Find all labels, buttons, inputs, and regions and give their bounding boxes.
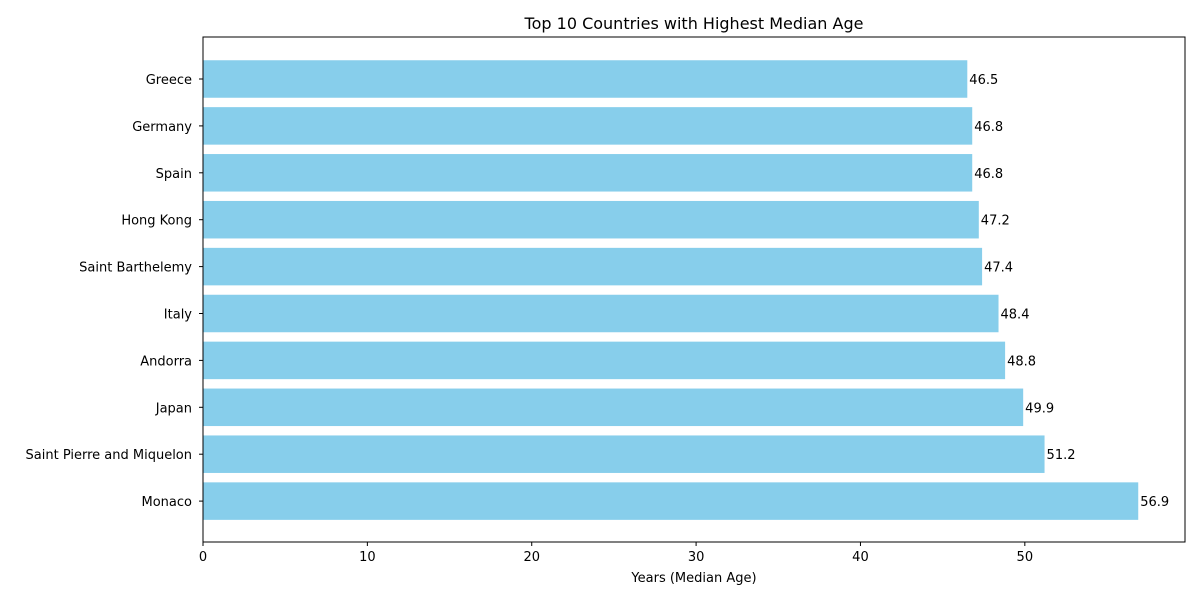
- x-axis-title: Years (Median Age): [630, 571, 756, 586]
- x-tick-label: 20: [523, 550, 540, 565]
- bar: [203, 294, 999, 333]
- category-label: Spain: [156, 167, 192, 182]
- bar: [203, 435, 1045, 473]
- category-label: Italy: [164, 308, 193, 323]
- data-label: 47.4: [984, 261, 1013, 276]
- bar: [203, 482, 1139, 520]
- category-label: Japan: [155, 401, 192, 416]
- category-label: Greece: [146, 73, 192, 88]
- data-label: 47.2: [981, 214, 1010, 229]
- data-label: 49.9: [1025, 401, 1054, 416]
- bar: [203, 388, 1024, 427]
- bar: [203, 107, 973, 145]
- x-axis-ticks: 0 10 20 30 40 50: [199, 542, 1033, 565]
- data-label: 48.4: [1001, 308, 1030, 323]
- chart-title: Top 10 Countries with Highest Median Age: [524, 14, 864, 33]
- category-label: Saint Pierre and Miquelon: [26, 448, 192, 463]
- category-labels: Greece Germany Spain Hong Kong Saint Barthel…: [26, 73, 203, 510]
- category-label: Monaco: [142, 495, 193, 510]
- data-label: 56.9: [1140, 495, 1169, 510]
- x-tick-label: 30: [688, 550, 705, 565]
- data-label: 46.8: [974, 120, 1003, 135]
- category-label: Germany: [132, 120, 192, 135]
- x-tick-label: 50: [1017, 550, 1034, 565]
- bar: [203, 60, 968, 98]
- bar: [203, 200, 979, 239]
- category-label: Saint Barthelemy: [79, 261, 192, 276]
- bars-layer: [203, 60, 1139, 520]
- bar: [203, 247, 983, 286]
- data-label: 48.8: [1007, 354, 1036, 369]
- data-label: 51.2: [1047, 448, 1076, 463]
- category-label: Hong Kong: [121, 214, 192, 229]
- x-tick-label: 40: [852, 550, 869, 565]
- x-tick-label: 0: [199, 550, 207, 565]
- bar: [203, 341, 1006, 380]
- value-labels: 46.5 46.8 46.8 47.2 47.4 48.4 48.8 49.9 51.2 56.9: [969, 73, 1169, 510]
- plot-frame: [202, 36, 1186, 543]
- category-label: Andorra: [140, 354, 192, 369]
- bar: [203, 154, 973, 192]
- data-label: 46.5: [969, 73, 998, 88]
- x-tick-label: 10: [359, 550, 376, 565]
- data-label: 46.8: [974, 167, 1003, 182]
